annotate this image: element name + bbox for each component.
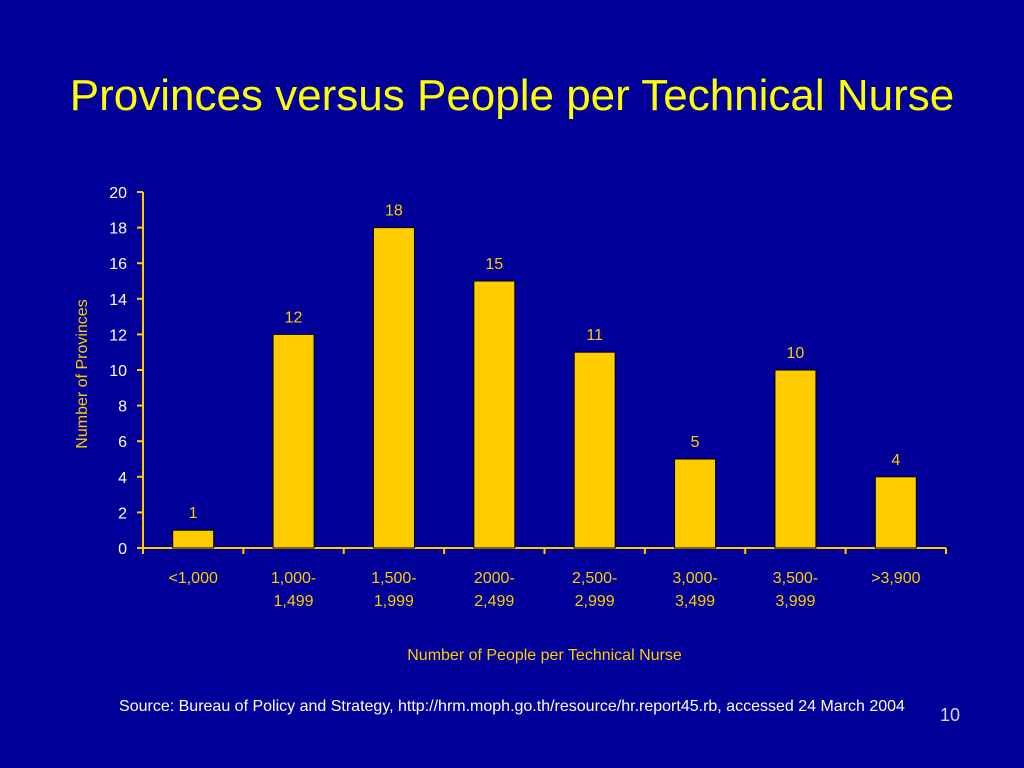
data-label: 18 <box>385 203 403 220</box>
slide-title: Provinces versus People per Technical Nu… <box>69 71 955 120</box>
x-tick-label: 3,499 <box>675 593 715 610</box>
x-tick-label: 3,000- <box>672 570 717 587</box>
y-tick-label: 16 <box>109 256 127 273</box>
y-tick-label: 12 <box>109 327 127 344</box>
data-label: 12 <box>285 309 303 326</box>
bar <box>172 529 215 549</box>
bar <box>774 369 817 549</box>
data-label: 10 <box>787 345 805 362</box>
y-tick-label: 0 <box>118 541 127 558</box>
data-label: 4 <box>891 452 900 469</box>
x-tick-label: 1,499 <box>274 593 314 610</box>
x-tick-label: 3,500- <box>773 570 818 587</box>
data-label: 11 <box>586 327 603 344</box>
x-tick-label: 2,500- <box>572 570 617 587</box>
data-label: 5 <box>691 434 700 451</box>
data-label: 1 <box>189 505 198 522</box>
y-tick-label: 10 <box>109 363 127 380</box>
x-axis-title: Number of People per Technical Nurse <box>407 647 682 664</box>
bar <box>874 476 917 549</box>
y-tick-label: 2 <box>118 505 127 522</box>
bar <box>674 458 717 549</box>
x-tick-label: 2,999 <box>575 593 615 610</box>
y-tick-label: 8 <box>118 399 127 416</box>
source-citation: Source: Bureau of Policy and Strategy, h… <box>119 698 905 715</box>
y-axis-title: Number of Provinces <box>74 299 91 448</box>
x-tick-label: 1,999 <box>374 593 414 610</box>
y-tick-label: 20 <box>109 185 127 202</box>
bar <box>573 351 616 549</box>
y-tick-label: 18 <box>109 221 127 238</box>
bar <box>372 227 415 549</box>
x-tick-label: 1,000- <box>271 570 316 587</box>
x-tick-label: 3,999 <box>775 593 815 610</box>
y-tick-label: 6 <box>118 434 127 451</box>
y-tick-label: 14 <box>109 292 127 309</box>
data-label: 15 <box>485 256 503 273</box>
x-tick-label: 1,500- <box>371 570 416 587</box>
bar <box>473 280 516 549</box>
x-tick-label: 2000- <box>474 570 515 587</box>
x-tick-label: >3,900 <box>871 570 920 587</box>
bar <box>272 333 315 549</box>
x-tick-label: 2,499 <box>474 593 514 610</box>
y-tick-label: 4 <box>118 470 127 487</box>
x-tick-label: <1,000 <box>168 570 217 587</box>
page-number: 10 <box>940 705 961 725</box>
